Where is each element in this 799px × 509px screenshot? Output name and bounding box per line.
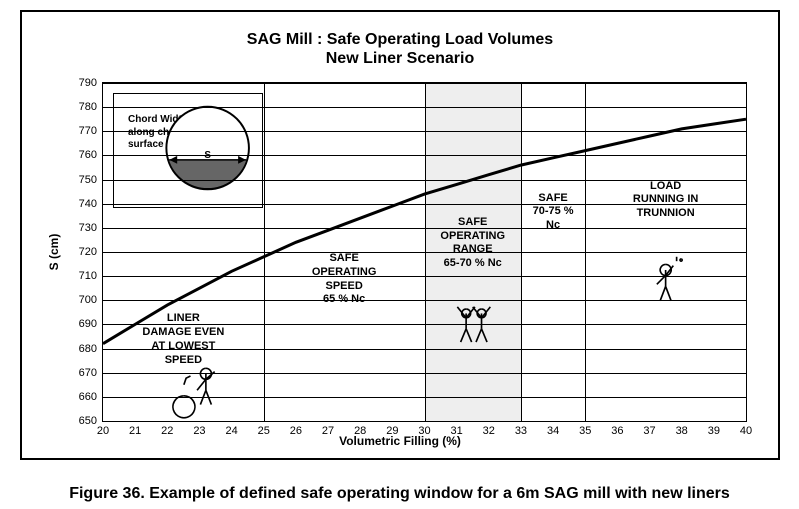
inset-diagram: Chord Width along charge surface (S) S xyxy=(113,93,263,208)
y-tick-label: 680 xyxy=(79,343,103,355)
y-tick-label: 660 xyxy=(79,391,103,403)
gridline-v xyxy=(521,83,522,421)
x-tick-label: 25 xyxy=(258,421,270,437)
doodle-think xyxy=(657,257,682,301)
y-tick-label: 700 xyxy=(79,294,103,306)
x-tick-label: 32 xyxy=(483,421,495,437)
x-tick-label: 34 xyxy=(547,421,559,437)
y-tick-label: 740 xyxy=(79,198,103,210)
y-tick-label: 720 xyxy=(79,246,103,258)
x-tick-label: 20 xyxy=(97,421,109,437)
region-label: SAFEOPERATINGRANGE65-70 % Nc xyxy=(440,216,505,271)
plot-area: Chord Width along charge surface (S) S 6… xyxy=(102,82,747,422)
y-tick-label: 670 xyxy=(79,367,103,379)
x-tick-label: 37 xyxy=(643,421,655,437)
x-tick-label: 26 xyxy=(290,421,302,437)
x-tick-label: 24 xyxy=(225,421,237,437)
y-tick-label: 790 xyxy=(79,77,103,89)
title-line-1: SAG Mill : Safe Operating Load Volumes xyxy=(22,30,778,49)
x-tick-label: 31 xyxy=(451,421,463,437)
y-tick-label: 760 xyxy=(79,149,103,161)
region-label: SAFE70-75 %Nc xyxy=(533,192,574,233)
caption-text: Example of defined safe operating window… xyxy=(149,485,730,502)
title-line-2: New Liner Scenario xyxy=(22,49,778,68)
x-tick-label: 38 xyxy=(676,421,688,437)
x-tick-label: 22 xyxy=(161,421,173,437)
x-tick-label: 28 xyxy=(354,421,366,437)
y-tick-label: 710 xyxy=(79,270,103,282)
x-tick-label: 35 xyxy=(579,421,591,437)
x-tick-label: 33 xyxy=(515,421,527,437)
gridline-v xyxy=(585,83,586,421)
x-tick-label: 27 xyxy=(322,421,334,437)
y-tick-label: 690 xyxy=(79,318,103,330)
x-tick-label: 29 xyxy=(386,421,398,437)
chart-title: SAG Mill : Safe Operating Load Volumes N… xyxy=(22,30,778,68)
y-axis-label: S (cm) xyxy=(47,234,61,271)
gridline-v xyxy=(264,83,265,421)
gridline-v xyxy=(425,83,426,421)
caption-prefix: Figure 36. xyxy=(69,485,149,502)
inset-svg: S xyxy=(114,94,262,207)
x-tick-label: 36 xyxy=(611,421,623,437)
page: SAG Mill : Safe Operating Load Volumes N… xyxy=(0,0,799,509)
x-tick-label: 21 xyxy=(129,421,141,437)
figure-caption: Figure 36. Example of defined safe opera… xyxy=(0,485,799,503)
region-label: LOADRUNNING INTRUNNION xyxy=(633,180,698,221)
region-label: SAFEOPERATINGSPEED65 % Nc xyxy=(312,252,377,307)
y-tick-label: 780 xyxy=(79,101,103,113)
y-tick-label: 730 xyxy=(79,222,103,234)
x-tick-label: 30 xyxy=(418,421,430,437)
y-tick-label: 770 xyxy=(79,125,103,137)
x-tick-label: 40 xyxy=(740,421,752,437)
doodle-bomb xyxy=(173,368,215,417)
y-tick-label: 750 xyxy=(79,174,103,186)
x-tick-label: 23 xyxy=(193,421,205,437)
region-label: LINERDAMAGE EVENAT LOWESTSPEED xyxy=(142,312,224,367)
x-tick-label: 39 xyxy=(708,421,720,437)
chart-frame: SAG Mill : Safe Operating Load Volumes N… xyxy=(20,10,780,460)
